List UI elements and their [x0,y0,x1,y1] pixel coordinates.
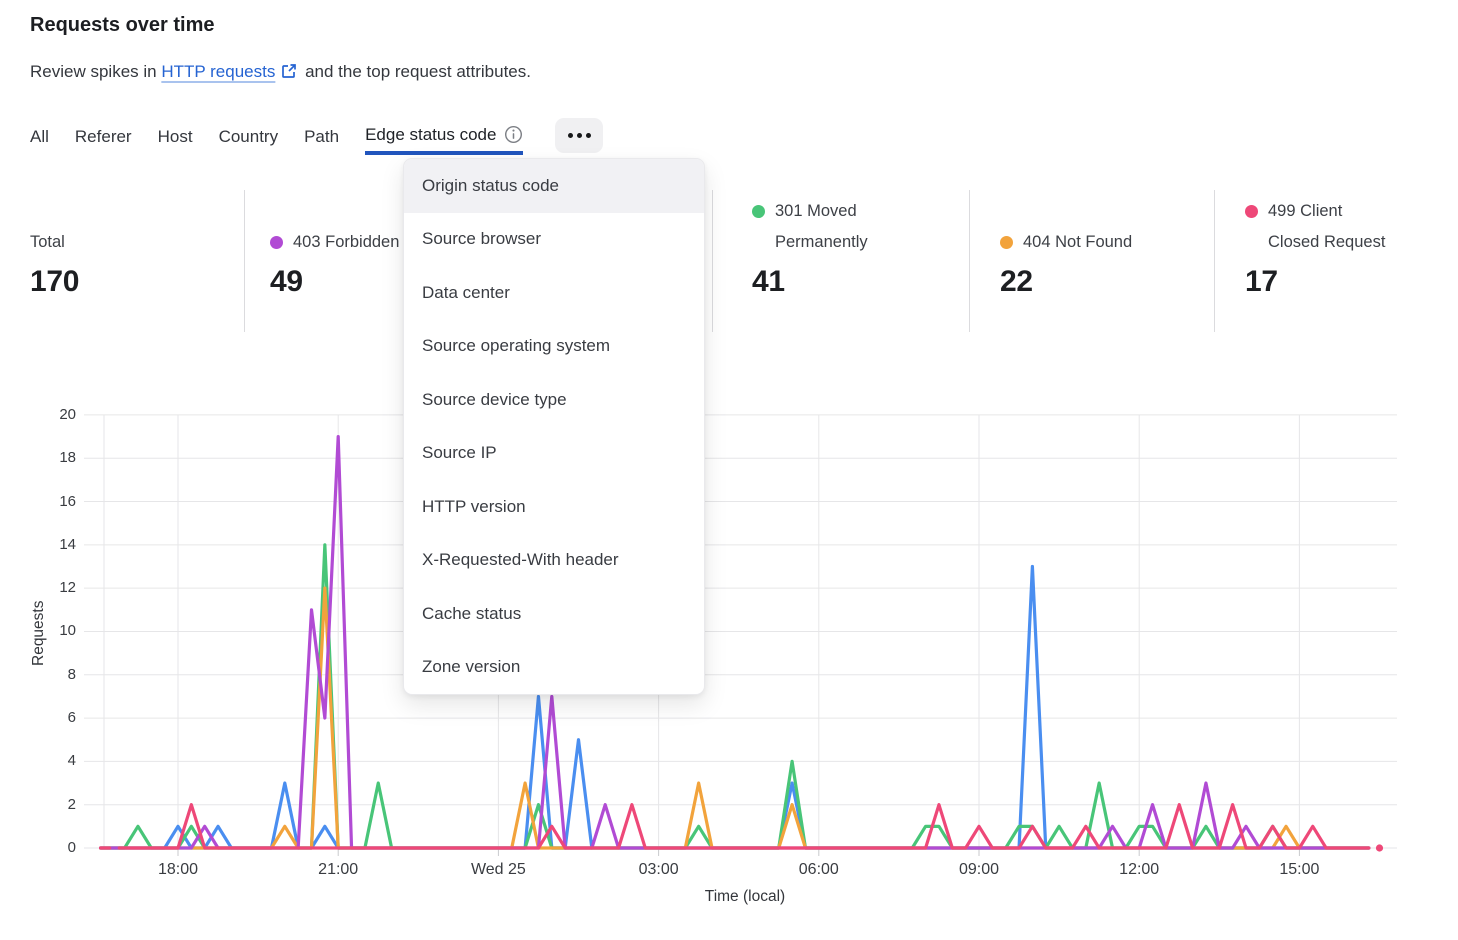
x-tick-label: 09:00 [958,861,1000,878]
menu-item-origin-status-code[interactable]: Origin status code [404,159,704,213]
stat-label: 499 Client Closed Request [1268,202,1386,251]
stat-label: 403 Forbidden [293,233,400,251]
x-tick-label: 15:00 [1279,861,1320,878]
stat-divider [244,190,245,332]
subtitle-prefix: Review spikes in [30,62,157,81]
stat-label: Total [30,233,65,251]
x-tick-label: 03:00 [638,861,679,878]
stat-divider [969,190,970,332]
menu-item-x-requested-with-header[interactable]: X-Requested-With header [422,550,619,570]
menu-item-cache-status[interactable]: Cache status [422,603,522,623]
stat-301-moved-permanently: 301 Moved Permanently 41 [752,196,895,299]
menu-item-data-center[interactable]: Data center [422,282,510,302]
dot-icon [567,133,573,138]
more-attributes-button[interactable] [555,118,604,153]
x-tick-label: 06:00 [798,861,839,878]
tab-all[interactable]: All [30,126,49,146]
series-end-dot [1375,844,1384,852]
menu-item-source-operating-system[interactable]: Source operating system [422,336,611,356]
stat-value: 170 [30,265,80,298]
stat-404-not-found: 404 Not Found 22 [1000,196,1183,299]
y-tick-label: 16 [59,492,76,510]
x-tick-label: 12:00 [1119,861,1160,878]
y-tick-label: 18 [59,449,76,467]
series-line [98,434,1371,850]
attribute-tabs: All Referer Host Country Path Edge statu… [30,118,604,155]
x-tick-label: 18:00 [157,861,199,878]
tab-host[interactable]: Host [157,126,193,146]
http-requests-link[interactable]: HTTP requests [161,62,276,81]
x-tick-label: Wed 25 [470,861,526,878]
stat-total: Total 170 [30,196,79,299]
page-subtitle: Review spikes in HTTP requests and the t… [30,62,531,84]
x-axis-title: Time (local) [704,888,786,905]
y-tick-label: 4 [67,752,76,770]
stat-value: 41 [752,265,785,298]
menu-item-zone-version[interactable]: Zone version [422,657,521,677]
y-axis-title: Requests [30,600,47,666]
stat-divider [712,190,713,332]
stat-499-client-closed-request: 499 Client Closed Request 17 [1245,196,1393,299]
menu-item-source-browser[interactable]: Source browser [422,229,542,249]
y-tick-label: 14 [59,535,76,553]
stat-403-forbidden: 403 Forbidden 49 [270,196,423,299]
series-dot-403 [270,236,283,249]
x-tick-label: 21:00 [318,861,359,878]
stat-divider [1214,190,1215,332]
dot-icon [576,133,582,138]
stat-value: 49 [270,265,303,298]
y-tick-label: 8 [67,665,76,683]
series-dot-499 [1245,205,1258,218]
stat-label: 301 Moved Permanently [775,202,868,251]
external-link-icon [281,63,297,84]
attribute-dropdown-menu: Origin status code Source browser Data c… [403,158,705,695]
stat-value: 22 [1000,265,1033,298]
y-tick-label: 0 [67,839,76,856]
stat-label: 404 Not Found [1023,233,1133,251]
dot-icon [585,133,591,138]
tab-country[interactable]: Country [218,126,279,146]
tab-referer[interactable]: Referer [74,126,132,146]
stat-value: 17 [1245,265,1278,298]
page-title: Requests over time [30,14,215,36]
menu-item-source-ip[interactable]: Source IP [422,443,497,463]
y-tick-label: 2 [67,795,76,813]
tab-edge-status-code[interactable]: Edge status code [365,118,524,155]
tab-path[interactable]: Path [304,126,340,146]
y-tick-label: 6 [67,709,76,727]
y-tick-label: 20 [59,405,76,423]
series-dot-301 [752,205,765,218]
subtitle-suffix: and the top request attributes. [305,62,531,81]
menu-item-http-version[interactable]: HTTP version [422,496,526,516]
info-icon[interactable] [504,125,523,144]
y-tick-label: 10 [59,622,76,640]
series-dot-404 [1000,236,1013,249]
y-tick-label: 12 [59,579,76,597]
menu-item-source-device-type[interactable]: Source device type [422,389,567,409]
series-line [98,543,1371,850]
series-line [117,803,1371,850]
